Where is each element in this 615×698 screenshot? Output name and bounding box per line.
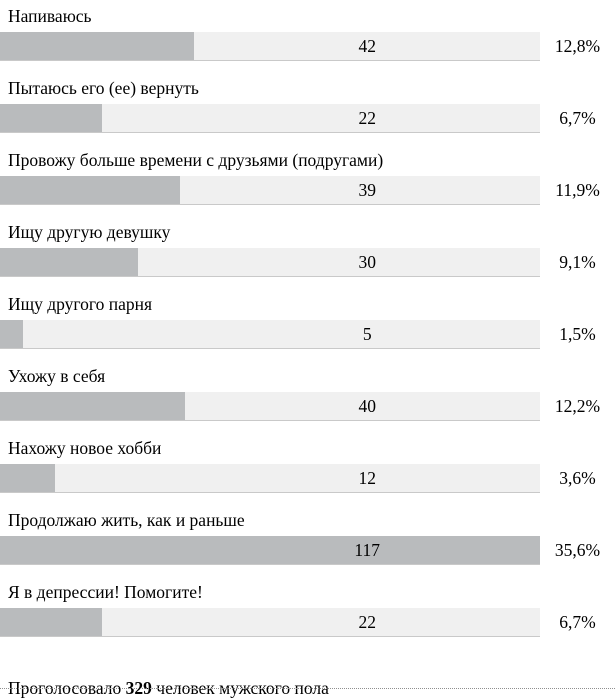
vote-count: 42	[358, 36, 376, 56]
poll-option-row: Ищу другого парня 5 1,5%	[0, 288, 615, 360]
poll-option-row: Пытаюсь его (ее) вернуть 22 6,7%	[0, 72, 615, 144]
bar-fill	[0, 536, 540, 564]
percent-label: 1,5%	[559, 324, 596, 344]
bar-track: 5	[0, 320, 540, 349]
vote-count: 12	[358, 468, 376, 488]
option-label: Пытаюсь его (ее) вернуть	[8, 78, 199, 98]
bar-fill	[0, 608, 102, 636]
bar-track: 22	[0, 608, 540, 637]
percent-label: 6,7%	[559, 612, 596, 632]
percent-label: 3,6%	[559, 468, 596, 488]
poll-rows: Напиваюсь 42 12,8% Пытаюсь его (ее) верн…	[0, 0, 615, 648]
footer-prefix: Проголосовало	[8, 677, 122, 698]
vote-count: 22	[358, 108, 376, 128]
bar-track: 42	[0, 32, 540, 61]
vote-count: 117	[354, 540, 380, 560]
poll-option-row: Напиваюсь 42 12,8%	[0, 0, 615, 72]
vote-count: 22	[358, 612, 376, 632]
poll-option-row: Провожу больше времени с друзьями (подру…	[0, 144, 615, 216]
bar-track: 40	[0, 392, 540, 421]
bar-fill	[0, 32, 194, 60]
option-label: Напиваюсь	[8, 6, 92, 26]
total-votes: 329	[125, 677, 152, 698]
percent-label: 6,7%	[559, 108, 596, 128]
footer-suffix: человек мужского пола	[156, 677, 329, 698]
option-label: Я в депрессии! Помогите!	[8, 582, 203, 602]
poll-option-row: Я в депрессии! Помогите! 22 6,7%	[0, 576, 615, 648]
vote-count: 5	[362, 324, 372, 344]
option-label: Провожу больше времени с друзьями (подру…	[8, 150, 384, 170]
poll-option-row: Нахожу новое хобби 12 3,6%	[0, 432, 615, 504]
option-label: Ищу другую девушку	[8, 222, 171, 242]
bar-fill	[0, 464, 56, 492]
poll-footer: Проголосовало 329 человек мужского пола	[8, 676, 607, 698]
bar-track: 117	[0, 536, 540, 565]
bar-track: 22	[0, 104, 540, 133]
bar-fill	[0, 248, 139, 276]
percent-label: 9,1%	[559, 252, 596, 272]
poll-option-row: Ищу другую девушку 30 9,1%	[0, 216, 615, 288]
percent-label: 12,2%	[554, 396, 601, 416]
poll-option-row: Ухожу в себя 40 12,2%	[0, 360, 615, 432]
bar-track: 30	[0, 248, 540, 277]
bar-fill	[0, 104, 102, 132]
percent-label: 35,6%	[554, 540, 601, 560]
percent-label: 12,8%	[554, 36, 601, 56]
bottom-dotted-divider	[0, 688, 615, 689]
percent-label: 11,9%	[555, 180, 600, 200]
poll-option-row: Продолжаю жить, как и раньше 117 35,6%	[0, 504, 615, 576]
option-label: Нахожу новое хобби	[8, 438, 162, 458]
bar-track: 39	[0, 176, 540, 205]
bar-fill	[0, 320, 24, 348]
option-label: Ищу другого парня	[8, 294, 153, 314]
bar-fill	[0, 176, 180, 204]
vote-count: 40	[358, 396, 376, 416]
bar-track: 12	[0, 464, 540, 493]
vote-count: 30	[358, 252, 376, 272]
vote-count: 39	[358, 180, 376, 200]
bar-fill	[0, 392, 185, 420]
option-label: Продолжаю жить, как и раньше	[8, 510, 245, 530]
option-label: Ухожу в себя	[8, 366, 106, 386]
